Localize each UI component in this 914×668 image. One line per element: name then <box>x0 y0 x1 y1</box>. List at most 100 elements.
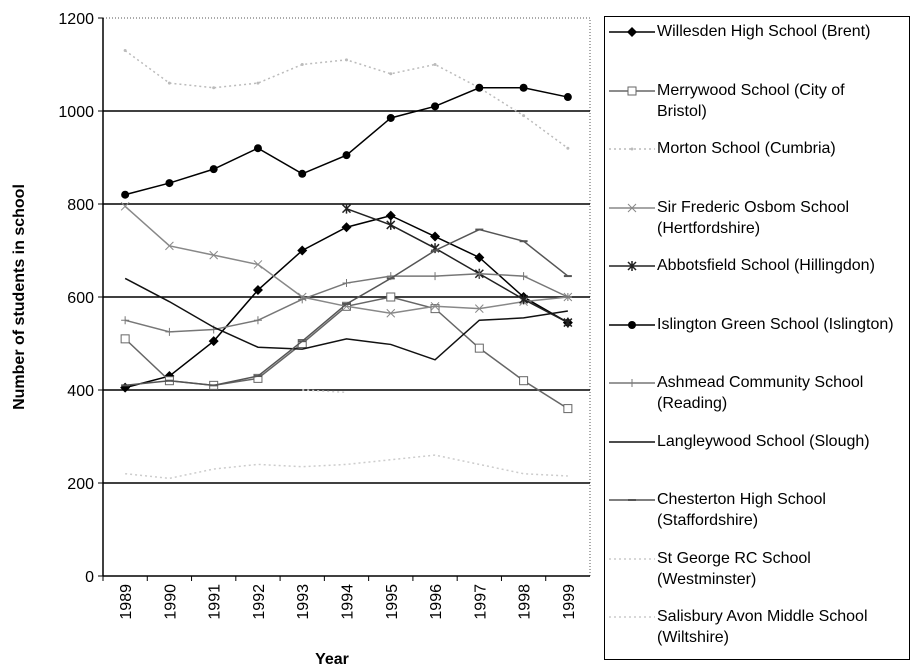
legend: Willesden High School (Brent) Merrywood S… <box>604 16 910 660</box>
marker <box>300 63 304 66</box>
legend-item: Salisbury Avon Middle School (Wiltshire) <box>605 602 909 661</box>
marker <box>563 293 572 301</box>
legend-item: Abbotsfield School (Hillingdon) <box>605 251 909 310</box>
marker <box>431 272 440 281</box>
y-tick-label: 400 <box>67 383 94 400</box>
series-line <box>124 277 568 361</box>
marker <box>385 210 396 221</box>
x-tick-label: 1995 <box>384 584 401 620</box>
marker <box>474 252 485 263</box>
marker <box>628 379 636 387</box>
y-tick-label: 200 <box>67 476 94 493</box>
x-tick-label: 1998 <box>517 584 534 620</box>
series-line <box>125 454 568 480</box>
legend-swatch <box>609 147 655 151</box>
legend-swatch <box>609 261 655 271</box>
legend-swatch <box>609 379 655 387</box>
legend-item: Langleywood School (Slough) <box>605 427 909 486</box>
marker <box>563 317 573 328</box>
x-tick-label: 1994 <box>340 584 357 620</box>
marker <box>519 294 529 305</box>
x-tick-label: 1999 <box>561 584 578 620</box>
marker <box>165 179 174 188</box>
marker <box>627 27 637 37</box>
marker <box>298 169 307 178</box>
marker <box>120 382 131 393</box>
marker <box>386 292 396 302</box>
marker <box>121 190 130 199</box>
marker <box>341 222 352 233</box>
marker <box>433 63 437 66</box>
marker <box>342 279 351 288</box>
legend-item: Merrywood School (City of Bristol) <box>605 76 909 135</box>
legend-label: Merrywood School (City of Bristol) <box>657 81 845 120</box>
legend-swatch <box>609 440 655 443</box>
marker <box>430 301 440 311</box>
marker <box>342 151 351 160</box>
x-tick-label: 1990 <box>162 584 179 620</box>
legend-swatch <box>609 320 655 329</box>
series-line <box>302 389 347 394</box>
x-tick-label: 1991 <box>207 584 224 620</box>
legend-label: Sir Frederic Osbom School (Hertfordshire… <box>657 198 850 237</box>
y-tick-label: 1200 <box>58 11 94 28</box>
marker <box>627 86 637 95</box>
marker <box>519 272 528 281</box>
marker <box>627 203 637 212</box>
marker <box>474 304 484 313</box>
marker <box>253 144 262 153</box>
series-line <box>124 214 569 389</box>
legend-label: St George RC School (Westminster) <box>657 549 811 588</box>
marker <box>253 316 262 325</box>
marker <box>630 147 634 151</box>
legend-label: Salisbury Avon Middle School (Wiltshire) <box>657 608 868 646</box>
x-tick-label: 1996 <box>428 584 445 620</box>
x-tick-label: 1993 <box>295 584 312 620</box>
marker <box>212 86 216 90</box>
marker <box>475 83 484 92</box>
legend-swatch <box>609 616 655 618</box>
marker <box>430 231 441 242</box>
series-line <box>124 87 569 196</box>
marker <box>209 250 219 260</box>
legend-swatch <box>609 86 655 95</box>
marker <box>120 201 130 211</box>
marker <box>627 261 637 271</box>
marker <box>563 404 573 414</box>
marker <box>628 320 636 329</box>
marker <box>208 336 219 347</box>
legend-item: Chesterton High School (Staffordshire) <box>605 485 909 544</box>
x-tick-label: 1989 <box>118 584 135 620</box>
y-tick-label: 600 <box>67 290 94 307</box>
marker <box>253 373 263 383</box>
x-axis-label: Year <box>315 651 349 668</box>
legend-item: Ashmead Community School (Reading) <box>605 368 909 427</box>
marker <box>341 203 352 214</box>
legend-swatch <box>609 203 655 212</box>
legend-swatch <box>609 27 655 37</box>
marker <box>474 343 484 353</box>
marker <box>165 241 174 251</box>
legend-label: Ashmead Community School (Reading) <box>657 374 864 412</box>
marker <box>389 72 393 76</box>
marker <box>256 81 260 85</box>
marker <box>253 260 263 269</box>
marker <box>297 245 308 256</box>
legend-label: Willesden High School (Brent) <box>657 23 871 40</box>
marker <box>386 308 396 318</box>
marker <box>252 285 263 296</box>
marker <box>345 58 348 62</box>
marker <box>167 81 171 85</box>
y-axis-label: Number of students in school <box>11 184 28 410</box>
marker <box>386 113 395 122</box>
marker <box>522 114 526 118</box>
series-line <box>346 207 569 324</box>
marker <box>123 49 127 53</box>
x-tick-label: 1992 <box>251 584 268 620</box>
marker <box>431 102 440 111</box>
legend-label: Langleywood School (Slough) <box>657 432 870 450</box>
legend-label: Islington Green School (Islington) <box>657 315 894 333</box>
legend-label: Chesterton High School (Staffordshire) <box>657 491 826 529</box>
